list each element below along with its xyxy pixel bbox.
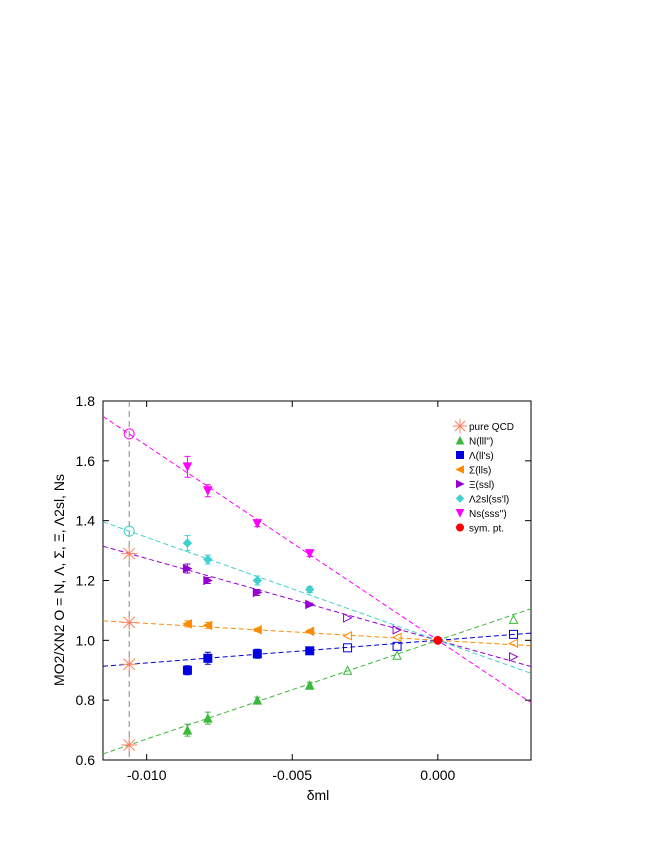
point: [252, 575, 263, 586]
point: [182, 665, 192, 675]
point: [305, 599, 315, 610]
legend-label: sym. pt.: [469, 524, 504, 535]
point: [123, 428, 135, 440]
legend-label: Λ2sl(ss'l): [469, 495, 509, 506]
point: [203, 575, 213, 586]
point: [203, 486, 213, 496]
fit-line: [103, 620, 531, 647]
fit-line: [103, 608, 531, 755]
point: [202, 620, 213, 631]
legend-label: Λ(ll's): [469, 451, 494, 462]
y-tick-label: 0.8: [76, 692, 96, 708]
point: [252, 649, 262, 659]
legend-label: Ξ(ssl): [469, 480, 494, 491]
point: [121, 614, 138, 631]
point: [182, 724, 193, 735]
plot-frame: [102, 400, 532, 761]
point: [343, 643, 353, 653]
point: [342, 631, 353, 641]
sym-point: [433, 635, 443, 645]
point: [304, 626, 315, 637]
legend-marker: [456, 479, 465, 489]
fit-line: [103, 545, 531, 668]
point: [121, 656, 138, 673]
legend-label: N(lll''): [469, 437, 493, 448]
y-axis-label: MO2/XN2 O = N, Λ, Σ, Ξ, Λ2sl, Ns: [51, 474, 67, 686]
point: [509, 651, 519, 662]
y-tick-label: 1.8: [76, 393, 96, 409]
point: [252, 519, 263, 529]
point: [305, 646, 315, 656]
y-tick-label: 1.6: [76, 453, 96, 469]
x-tick-label: -0.010: [127, 767, 167, 783]
legend-marker: [455, 465, 464, 474]
point: [182, 462, 193, 472]
point: [343, 613, 353, 623]
point: [252, 587, 263, 598]
legend-marker: [456, 523, 464, 532]
fit-line: [103, 632, 531, 667]
point: [392, 641, 402, 651]
legend-marker: [455, 435, 465, 445]
x-axis-label: δml: [307, 787, 330, 803]
point: [342, 665, 353, 675]
point: [252, 695, 263, 705]
fit-line: [103, 521, 531, 674]
legend-marker: [456, 451, 464, 459]
legend-marker: [452, 418, 468, 434]
point: [182, 538, 193, 548]
point: [182, 619, 192, 629]
point: [203, 554, 213, 565]
legend-label: pure QCD: [469, 422, 514, 433]
plot-area: [103, 401, 531, 760]
y-tick-label: 1.0: [76, 632, 96, 648]
point: [203, 653, 213, 663]
point: [203, 712, 213, 723]
y-tick-label: 1.4: [76, 513, 96, 529]
point: [392, 625, 403, 635]
point: [391, 632, 402, 643]
point: [304, 680, 315, 690]
fit-line: [103, 415, 531, 704]
point: [123, 525, 135, 537]
point: [252, 625, 262, 635]
point: [304, 549, 315, 559]
point: [121, 545, 138, 562]
legend-label: Σ(lls): [469, 466, 491, 477]
x-tick-label: -0.005: [272, 767, 312, 783]
legend-label: Ns(sss''): [469, 509, 507, 520]
point: [182, 563, 193, 574]
point: [305, 584, 315, 595]
legend-marker: [455, 494, 465, 503]
point: [509, 629, 519, 639]
point: [121, 737, 138, 754]
point: [392, 650, 402, 660]
x-tick-label: 0.000: [420, 767, 455, 783]
y-tick-label: 1.2: [76, 573, 96, 589]
y-tick-label: 0.6: [76, 752, 96, 768]
point: [508, 614, 519, 624]
point: [508, 638, 519, 649]
legend-marker: [455, 509, 465, 518]
